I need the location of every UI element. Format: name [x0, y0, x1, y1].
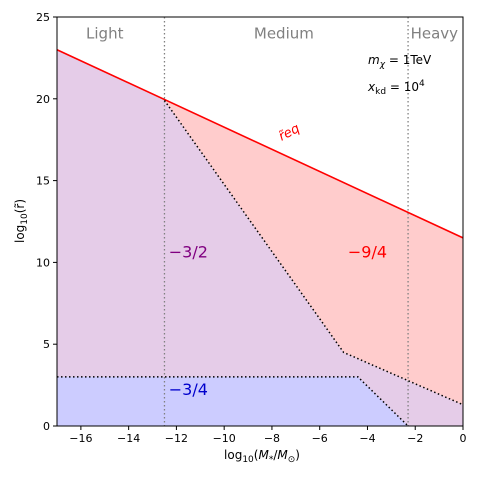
- x-tick-label: −6: [312, 432, 328, 445]
- x-tick-label: −10: [213, 432, 236, 445]
- annotation-3: r̃eq: [276, 121, 302, 144]
- regions-layer: [57, 49, 463, 426]
- y-tick-label: 20: [36, 93, 50, 106]
- slope-label-0: −3/2: [169, 242, 208, 261]
- plot-frame: [56, 16, 464, 427]
- region-2: [57, 376, 409, 426]
- region-0: [57, 49, 463, 426]
- x-tick-label: −4: [359, 432, 375, 445]
- annotation-2: Heavy: [411, 24, 459, 42]
- lines-layer: [56, 48, 464, 427]
- y-tick-label: 10: [36, 256, 50, 269]
- series-line-0: [56, 48, 464, 239]
- param-mass: mχ = 1TeV: [368, 53, 432, 70]
- x-axis-label: log10(M*/M⊙): [224, 448, 300, 465]
- labels-layer: −3/2 −9/4 −3/4 Light Medium Heavy r̃eq: [86, 24, 458, 399]
- series-line-2: [57, 376, 409, 427]
- x-tick-label: −8: [264, 432, 280, 445]
- annotation-1: Medium: [254, 24, 314, 42]
- annotation-0: Light: [86, 24, 124, 42]
- param-xkd: xkd = 104: [367, 79, 425, 97]
- vertical-lines-layer: [163, 17, 409, 426]
- series-line-1: [163, 100, 464, 406]
- slope-label-1: −9/4: [348, 242, 387, 261]
- region-1: [164, 100, 463, 405]
- x-tick-label: −14: [117, 432, 140, 445]
- x-tick-label: 0: [460, 432, 467, 445]
- y-axis-label: log10(r̃): [13, 199, 30, 243]
- ticks-layer: −16 −14 −12 −10 −8 −6 −4 −2 0 0 5 10 15 20 25: [36, 11, 467, 445]
- slope-label-2: −3/4: [169, 380, 208, 399]
- x-tick-label: −12: [165, 432, 188, 445]
- y-tick-label: 5: [43, 338, 50, 351]
- y-tick-label: 15: [36, 175, 50, 188]
- y-tick-label: 0: [43, 420, 50, 433]
- x-tick-label: −16: [69, 432, 92, 445]
- x-tick-label: −2: [407, 432, 423, 445]
- y-tick-label: 25: [36, 11, 50, 24]
